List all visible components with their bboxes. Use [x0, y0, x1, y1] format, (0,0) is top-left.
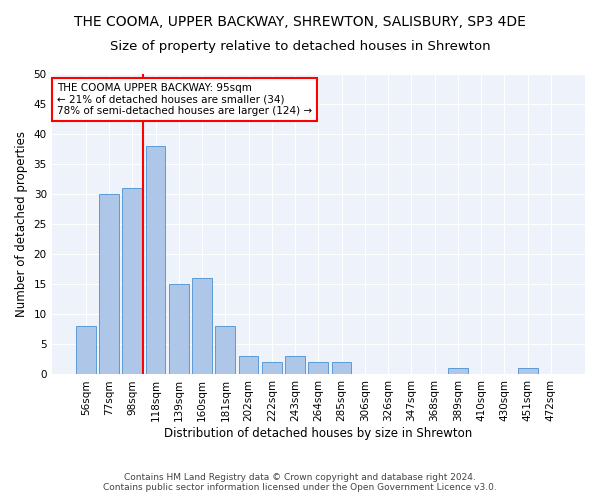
Y-axis label: Number of detached properties: Number of detached properties [15, 131, 28, 317]
Bar [518, 368, 538, 374]
Text: THE COOMA, UPPER BACKWAY, SHREWTON, SALISBURY, SP3 4DE: THE COOMA, UPPER BACKWAY, SHREWTON, SALI… [74, 15, 526, 29]
Bar [308, 362, 328, 374]
Text: Contains HM Land Registry data © Crown copyright and database right 2024.
Contai: Contains HM Land Registry data © Crown c… [103, 473, 497, 492]
Bar [122, 188, 142, 374]
Bar [448, 368, 468, 374]
Bar [285, 356, 305, 374]
Bar [146, 146, 166, 374]
Bar [192, 278, 212, 374]
Bar [239, 356, 259, 374]
Text: Size of property relative to detached houses in Shrewton: Size of property relative to detached ho… [110, 40, 490, 53]
Bar [169, 284, 188, 374]
X-axis label: Distribution of detached houses by size in Shrewton: Distribution of detached houses by size … [164, 427, 472, 440]
Bar [76, 326, 95, 374]
Bar [215, 326, 235, 374]
Bar [332, 362, 352, 374]
Bar [99, 194, 119, 374]
Text: THE COOMA UPPER BACKWAY: 95sqm
← 21% of detached houses are smaller (34)
78% of : THE COOMA UPPER BACKWAY: 95sqm ← 21% of … [57, 83, 312, 116]
Bar [262, 362, 282, 374]
